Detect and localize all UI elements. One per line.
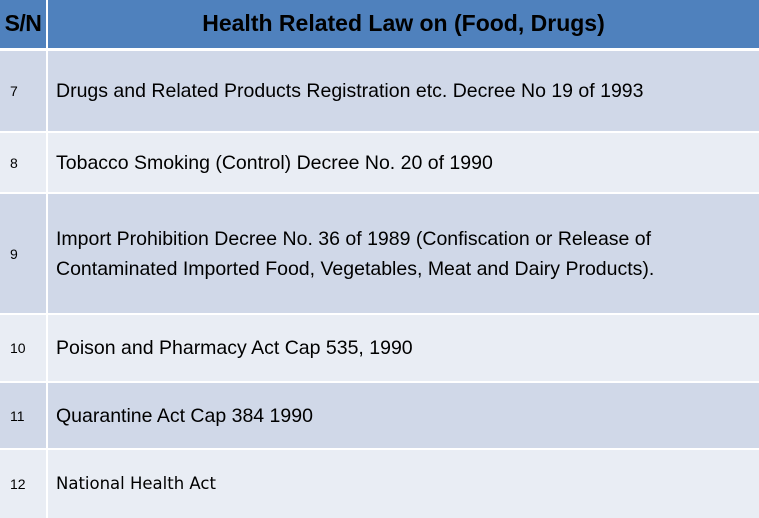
- law-title-cell: Quarantine Act Cap 384 1990: [47, 382, 759, 450]
- serial-number-cell: 8: [0, 132, 48, 194]
- law-title-cell: National Health Act: [47, 449, 759, 518]
- header-row: S/N Health Related Law on (Food, Drugs): [0, 0, 759, 51]
- serial-number-cell: 9: [0, 193, 48, 315]
- serial-number-cell: 12: [0, 449, 48, 518]
- sn-column-header: S/N: [0, 0, 48, 51]
- table-row: 7 Drugs and Related Products Registratio…: [0, 49, 759, 133]
- law-title-cell: Drugs and Related Products Registration …: [47, 49, 759, 133]
- law-title-cell: Tobacco Smoking (Control) Decree No. 20 …: [47, 132, 759, 194]
- table-row: 10 Poison and Pharmacy Act Cap 535, 1990: [0, 314, 759, 383]
- table-row: 12 National Health Act: [0, 449, 759, 518]
- serial-number-cell: 10: [0, 314, 48, 383]
- serial-number-cell: 7: [0, 49, 48, 133]
- table-body: 7 Drugs and Related Products Registratio…: [0, 49, 759, 518]
- table-row: 9 Import Prohibition Decree No. 36 of 19…: [0, 193, 759, 315]
- law-column-header: Health Related Law on (Food, Drugs): [47, 0, 759, 51]
- law-title-cell: Import Prohibition Decree No. 36 of 1989…: [47, 193, 759, 315]
- serial-number-cell: 11: [0, 382, 48, 450]
- law-title-cell: Poison and Pharmacy Act Cap 535, 1990: [47, 314, 759, 383]
- table-header: S/N Health Related Law on (Food, Drugs): [0, 0, 759, 51]
- table-row: 8 Tobacco Smoking (Control) Decree No. 2…: [0, 132, 759, 194]
- table-row: 11 Quarantine Act Cap 384 1990: [0, 382, 759, 450]
